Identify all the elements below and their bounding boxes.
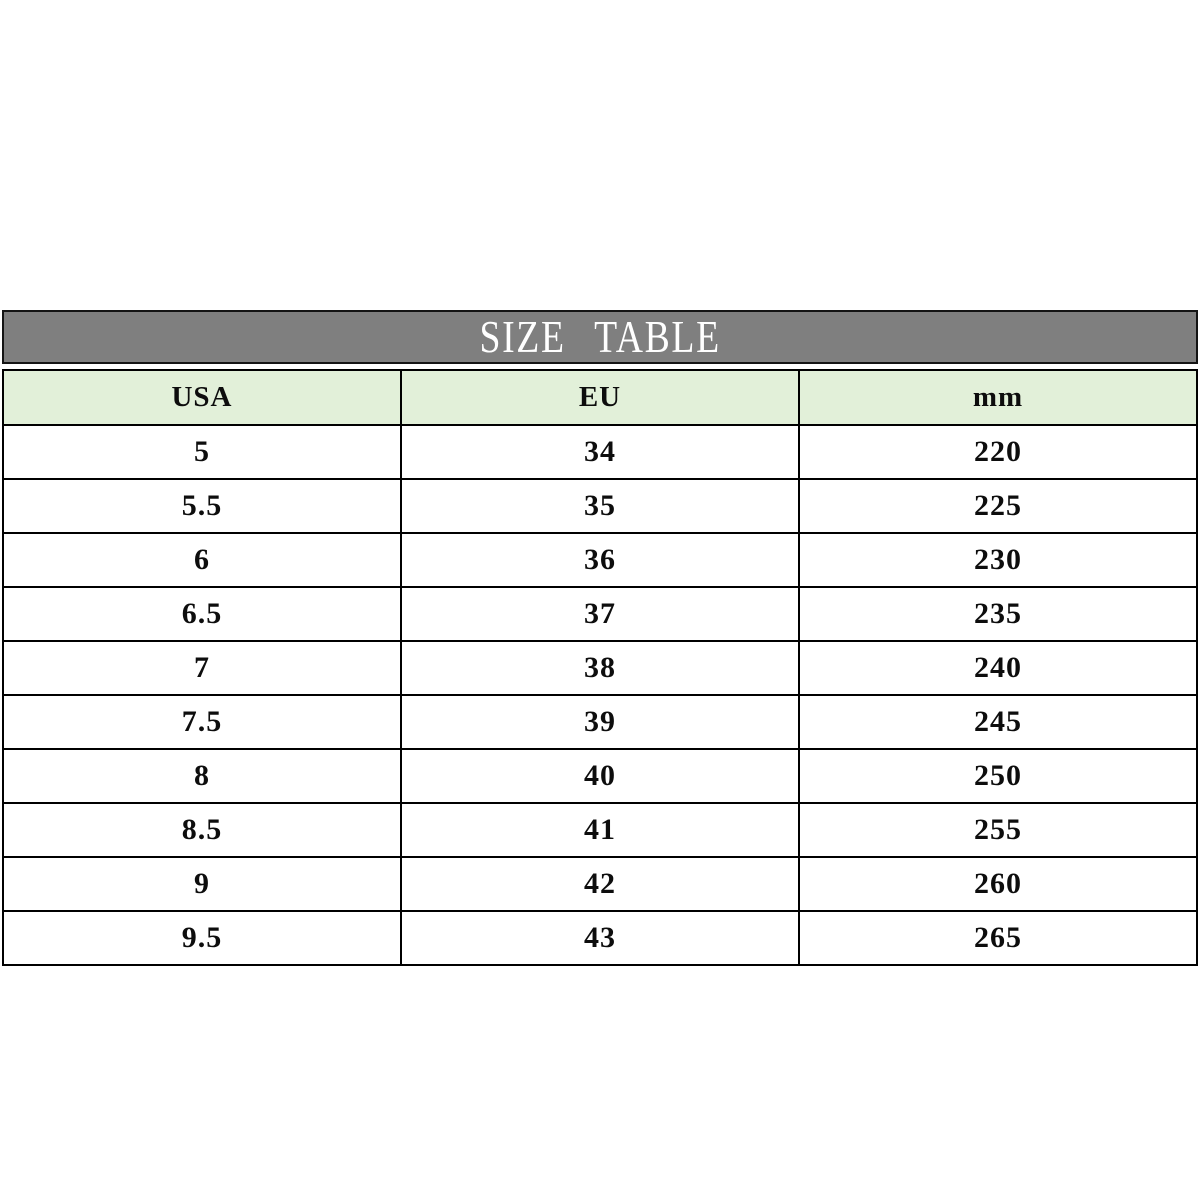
cell-eu: 41 (399, 802, 800, 858)
table-row: 7.5 39 245 (2, 694, 1199, 750)
table-row: 8 40 250 (2, 748, 1199, 804)
cell-eu: 34 (399, 424, 800, 480)
cell-usa: 9 (2, 856, 402, 912)
cell-mm: 250 (797, 748, 1199, 804)
column-header-mm: mm (797, 369, 1199, 426)
size-table-title-bar: SIZE TABLE (2, 310, 1198, 364)
cell-usa: 5.5 (2, 478, 402, 534)
cell-eu: 35 (399, 478, 800, 534)
cell-eu: 43 (399, 910, 800, 966)
cell-mm: 240 (797, 640, 1199, 696)
cell-usa: 6 (2, 532, 402, 588)
cell-usa: 8 (2, 748, 402, 804)
size-table-title: SIZE TABLE (479, 311, 721, 362)
table-row: 5 34 220 (2, 424, 1199, 480)
cell-usa: 7 (2, 640, 402, 696)
table-row: 5.5 35 225 (2, 478, 1199, 534)
cell-usa: 8.5 (2, 802, 402, 858)
cell-mm: 265 (797, 910, 1199, 966)
cell-mm: 225 (797, 478, 1199, 534)
table-row: 9 42 260 (2, 856, 1199, 912)
table-row: 9.5 43 265 (2, 910, 1199, 966)
cell-usa: 9.5 (2, 910, 402, 966)
table-row: 7 38 240 (2, 640, 1199, 696)
header-row: USA EU mm (2, 369, 1199, 426)
cell-mm: 235 (797, 586, 1199, 642)
table-row: 8.5 41 255 (2, 802, 1199, 858)
table-row: 6.5 37 235 (2, 586, 1199, 642)
column-header-eu: EU (399, 369, 800, 426)
cell-eu: 40 (399, 748, 800, 804)
cell-mm: 230 (797, 532, 1199, 588)
cell-eu: 42 (399, 856, 800, 912)
cell-mm: 260 (797, 856, 1199, 912)
cell-mm: 245 (797, 694, 1199, 750)
cell-mm: 220 (797, 424, 1199, 480)
cell-usa: 7.5 (2, 694, 402, 750)
table-row: 6 36 230 (2, 532, 1199, 588)
column-header-usa: USA (2, 369, 402, 426)
cell-usa: 6.5 (2, 586, 402, 642)
cell-usa: 5 (2, 424, 402, 480)
cell-eu: 38 (399, 640, 800, 696)
cell-mm: 255 (797, 802, 1199, 858)
cell-eu: 37 (399, 586, 800, 642)
cell-eu: 36 (399, 532, 800, 588)
cell-eu: 39 (399, 694, 800, 750)
size-table: USA EU mm 5 34 220 5.5 35 225 6 36 230 (2, 369, 1199, 966)
